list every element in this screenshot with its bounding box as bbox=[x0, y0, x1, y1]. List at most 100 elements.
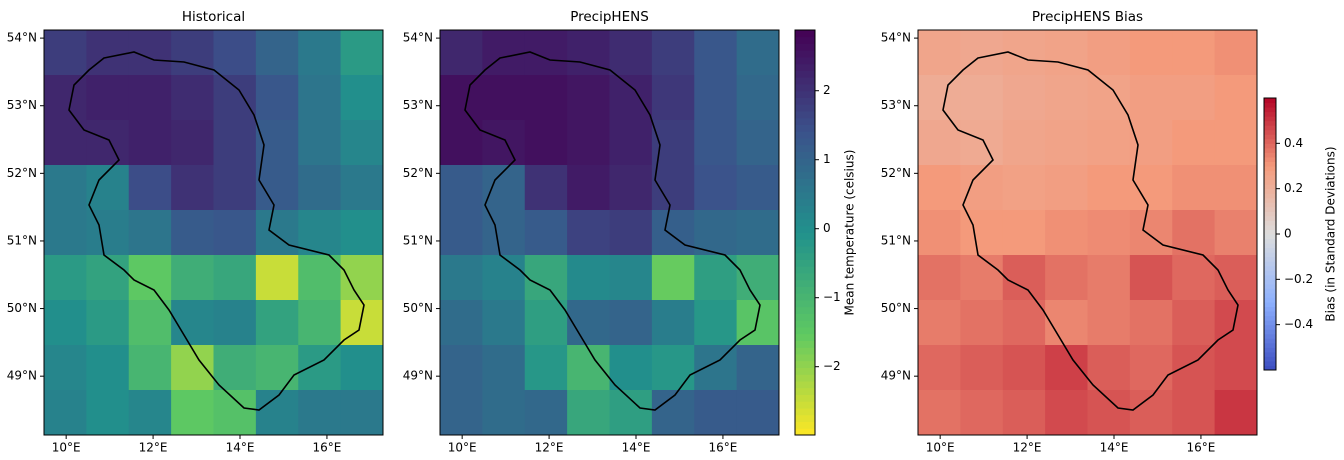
y-tick-label: 52°N bbox=[403, 166, 433, 180]
colorbar-swatch bbox=[1264, 125, 1276, 131]
cell bbox=[298, 345, 342, 391]
cell bbox=[1172, 120, 1216, 166]
cell bbox=[1214, 210, 1258, 256]
colorbar-swatch bbox=[795, 111, 815, 119]
cell bbox=[651, 390, 695, 436]
cell bbox=[298, 165, 342, 211]
colorbar-swatch bbox=[795, 333, 815, 341]
colorbar-swatch bbox=[1264, 156, 1276, 162]
colorbar-swatch bbox=[795, 219, 815, 227]
cell bbox=[736, 390, 780, 436]
colorbar-swatch bbox=[795, 212, 815, 220]
cell bbox=[1172, 345, 1216, 391]
cell bbox=[1002, 210, 1046, 256]
x-tick-label: 14°E bbox=[622, 441, 651, 455]
cell bbox=[1087, 165, 1131, 211]
colorbar-swatch bbox=[795, 300, 815, 308]
colorbar-swatch bbox=[1264, 197, 1276, 203]
y-tick-label: 53°N bbox=[881, 98, 911, 112]
cell bbox=[567, 255, 610, 301]
cell bbox=[482, 165, 526, 211]
cell bbox=[86, 30, 130, 76]
colorbar-swatch bbox=[795, 151, 815, 159]
colorbar-swatch bbox=[795, 327, 815, 335]
cell bbox=[567, 120, 610, 166]
cell bbox=[960, 210, 1004, 256]
colorbar-swatch bbox=[1264, 283, 1276, 289]
cell bbox=[298, 75, 342, 121]
cell bbox=[524, 75, 568, 121]
cell bbox=[694, 165, 738, 211]
colorbar-swatch bbox=[1264, 143, 1276, 149]
cell bbox=[960, 165, 1004, 211]
colorbar-swatch bbox=[795, 313, 815, 321]
cell bbox=[960, 75, 1004, 121]
cell bbox=[482, 210, 526, 256]
cell bbox=[298, 210, 342, 256]
cell bbox=[1129, 75, 1173, 121]
cell bbox=[1172, 165, 1216, 211]
panel-title: PrecipHENS Bias bbox=[1032, 9, 1143, 25]
cell bbox=[44, 120, 87, 166]
colorbar-swatch bbox=[795, 63, 815, 71]
y-tick-label: 51°N bbox=[403, 233, 433, 247]
colorbar-swatch bbox=[1264, 147, 1276, 153]
colorbar-swatch bbox=[795, 171, 815, 179]
y-tick-label: 50°N bbox=[403, 301, 433, 315]
cell bbox=[128, 165, 172, 211]
heatmap-cells bbox=[440, 30, 780, 436]
cell bbox=[171, 120, 214, 166]
cell bbox=[736, 30, 780, 76]
colorbar-swatch bbox=[1264, 256, 1276, 262]
cell bbox=[86, 120, 130, 166]
cell bbox=[213, 255, 257, 301]
cell bbox=[1045, 210, 1088, 256]
colorbar-swatch bbox=[795, 320, 815, 328]
colorbar-swatch bbox=[1264, 161, 1276, 167]
cell bbox=[960, 255, 1004, 301]
colorbar-swatch bbox=[795, 178, 815, 186]
cell bbox=[482, 300, 526, 346]
y-tick-label: 54°N bbox=[7, 31, 37, 45]
cell bbox=[171, 165, 214, 211]
colorbar-swatch bbox=[795, 381, 815, 389]
cell bbox=[1045, 120, 1088, 166]
cell bbox=[609, 345, 653, 391]
cell bbox=[918, 300, 961, 346]
cell bbox=[1045, 75, 1088, 121]
colorbar-swatch bbox=[1264, 206, 1276, 212]
cell bbox=[213, 120, 257, 166]
cell bbox=[128, 75, 172, 121]
cell bbox=[255, 165, 299, 211]
cell bbox=[128, 390, 172, 436]
x-tick-label: 10°E bbox=[926, 441, 955, 455]
heatmap-cells bbox=[918, 30, 1258, 436]
colorbar-swatch bbox=[795, 36, 815, 44]
cell bbox=[1172, 390, 1216, 436]
colorbar-swatch bbox=[1264, 107, 1276, 113]
cell bbox=[918, 75, 961, 121]
colorbar-swatch bbox=[1264, 234, 1276, 240]
colorbar-swatch bbox=[795, 70, 815, 78]
cell bbox=[1045, 345, 1088, 391]
colorbar-swatch bbox=[1264, 297, 1276, 303]
colorbar-swatch bbox=[1264, 98, 1276, 104]
cell bbox=[213, 345, 257, 391]
cell bbox=[918, 120, 961, 166]
cell bbox=[86, 210, 130, 256]
colorbar-tick-label: −0.4 bbox=[1284, 317, 1313, 331]
y-tick-label: 54°N bbox=[403, 31, 433, 45]
colorbar-tick-label: 0.2 bbox=[1284, 181, 1303, 195]
cell bbox=[651, 345, 695, 391]
colorbar-swatch bbox=[795, 374, 815, 382]
colorbar-swatch bbox=[795, 225, 815, 233]
colorbar-swatch bbox=[795, 273, 815, 281]
colorbar-swatch bbox=[1264, 356, 1276, 362]
colorbar-swatch bbox=[1264, 351, 1276, 357]
cell bbox=[736, 210, 780, 256]
cell bbox=[171, 210, 214, 256]
colorbar-swatch bbox=[1264, 211, 1276, 217]
colorbar-swatch bbox=[1264, 202, 1276, 208]
cell bbox=[567, 75, 610, 121]
